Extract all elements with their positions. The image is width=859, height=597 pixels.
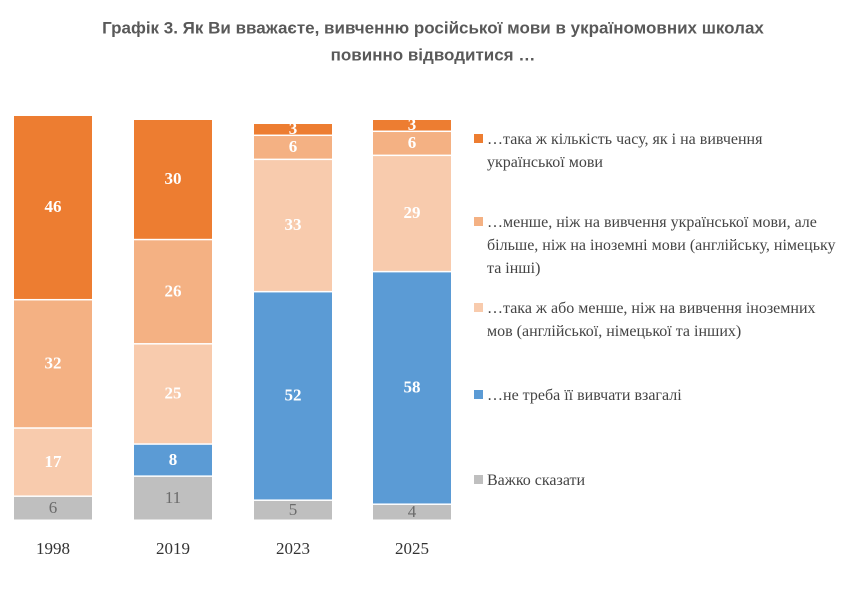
x-tick-label: 2023 — [276, 539, 310, 558]
legend-label: …не треба її вивчати взагалі — [487, 387, 682, 404]
legend-label: Важко сказати — [487, 472, 586, 489]
value-label: 3 — [408, 115, 417, 134]
bar-segment — [14, 115, 92, 299]
legend-entry: Важко сказати — [474, 469, 844, 492]
value-label: 46 — [45, 197, 62, 216]
legend-label: …така ж кількість часу, як і на вивчення… — [487, 131, 763, 171]
x-tick-label: 2025 — [395, 539, 429, 558]
x-tick-label: 2019 — [156, 539, 190, 558]
legend-swatch — [474, 303, 483, 312]
legend-swatch — [474, 390, 483, 399]
value-label: 5 — [289, 500, 298, 519]
bar-segment — [254, 124, 332, 135]
bar-segment — [14, 300, 92, 428]
value-label: 6 — [289, 137, 298, 156]
legend-swatch — [474, 134, 483, 143]
bar-segment — [373, 272, 451, 504]
bar-segment — [373, 132, 451, 155]
value-label: 6 — [49, 498, 58, 517]
bar-segment — [134, 476, 212, 520]
value-label: 30 — [165, 169, 182, 188]
bar-segment — [14, 428, 92, 496]
bar-segment — [14, 496, 92, 520]
value-label: 25 — [165, 384, 182, 403]
x-tick-label: 1998 — [36, 539, 70, 558]
bar-segment — [134, 444, 212, 476]
bar-segment — [134, 120, 212, 239]
value-label: 26 — [165, 281, 182, 300]
bar-segment — [254, 136, 332, 159]
chart-title: Графік 3. Як Ви вважаєте, вивченню росій… — [102, 18, 764, 37]
legend-entry: …така ж або менше, ніж на вивчення інозе… — [474, 297, 844, 343]
value-label: 17 — [45, 452, 63, 471]
bar-segment — [373, 504, 451, 520]
bar-segment — [373, 156, 451, 271]
legend-entry: …не треба її вивчати взагалі — [474, 384, 844, 407]
legend-entry: …така ж кількість часу, як і на вивчення… — [474, 128, 844, 174]
bar-segment — [134, 344, 212, 444]
legend-swatch — [474, 475, 483, 484]
bar-segment — [254, 292, 332, 500]
legend-label: …менше, ніж на вивчення української мови… — [487, 214, 836, 277]
bar-segment — [373, 120, 451, 131]
value-label: 8 — [169, 450, 178, 469]
value-label: 6 — [408, 133, 417, 152]
value-label: 58 — [404, 378, 421, 397]
bar-segment — [254, 160, 332, 291]
value-label: 33 — [285, 215, 302, 234]
value-label: 4 — [408, 502, 417, 521]
value-label: 11 — [165, 488, 181, 507]
legend-swatch — [474, 217, 483, 226]
value-label: 52 — [285, 386, 302, 405]
legend-label: …така ж або менше, ніж на вивчення інозе… — [487, 300, 816, 340]
chart-title: повинно відводитися … — [331, 45, 536, 64]
value-label: 29 — [404, 203, 421, 222]
value-label: 3 — [289, 119, 298, 138]
value-label: 32 — [45, 354, 62, 373]
bar-segment — [134, 240, 212, 344]
legend-entry: …менше, ніж на вивчення української мови… — [474, 211, 844, 280]
bar-segment — [254, 500, 332, 520]
